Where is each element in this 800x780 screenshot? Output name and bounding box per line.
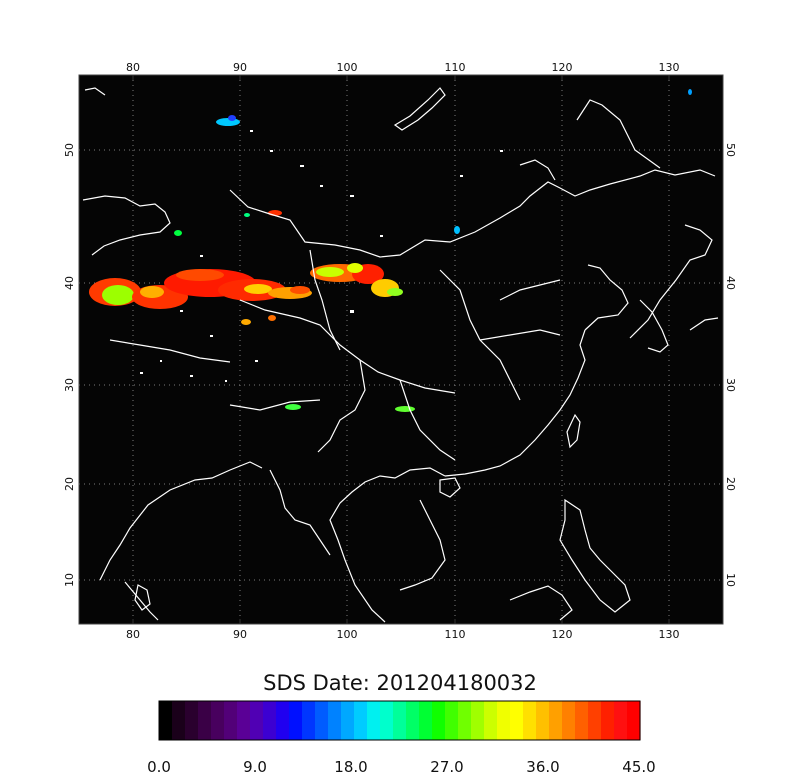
colorbar-swatch xyxy=(341,701,355,740)
colorbar-swatch xyxy=(302,701,316,740)
colorbar-swatch xyxy=(250,701,264,740)
colorbar-swatch xyxy=(484,701,498,740)
colorbar-label: 27.0 xyxy=(430,758,463,776)
colorbar-label: 9.0 xyxy=(243,758,267,776)
colorbar-swatch xyxy=(562,701,576,740)
lat-tick-left: 30 xyxy=(63,378,76,392)
colorbar-swatch xyxy=(198,701,212,740)
colorbar-swatch xyxy=(276,701,290,740)
colorbar-swatch xyxy=(445,701,459,740)
lon-tick-top: 120 xyxy=(552,61,573,74)
lon-tick-top: 80 xyxy=(126,61,140,74)
map-title: SDS Date: 201204180032 xyxy=(263,671,537,695)
colorbar-swatch xyxy=(224,701,238,740)
colorbar-swatch xyxy=(289,701,303,740)
colorbar-swatch xyxy=(263,701,277,740)
lon-tick-top: 90 xyxy=(233,61,247,74)
colorbar-swatch xyxy=(419,701,433,740)
colorbar-swatch xyxy=(393,701,407,740)
colorbar-swatch xyxy=(432,701,446,740)
colorbar-swatch xyxy=(237,701,251,740)
lat-tick-right: 40 xyxy=(724,276,737,290)
map-frame xyxy=(78,74,724,625)
colorbar-swatch xyxy=(588,701,602,740)
colorbar-swatch xyxy=(523,701,537,740)
colorbar-swatch xyxy=(406,701,420,740)
colorbar-swatch xyxy=(172,701,186,740)
colorbar-label: 18.0 xyxy=(334,758,367,776)
lakes xyxy=(140,130,503,382)
colorbar-swatch xyxy=(536,701,550,740)
colorbar-swatch xyxy=(315,701,329,740)
lon-tick-bottom: 100 xyxy=(337,628,358,641)
colorbar-swatch xyxy=(510,701,524,740)
coastlines-borders xyxy=(82,87,719,623)
colorbar-swatch xyxy=(575,701,589,740)
colorbar-label: 0.0 xyxy=(147,758,171,776)
colorbar-swatch xyxy=(549,701,563,740)
colorbar-swatch xyxy=(185,701,199,740)
lon-tick-top: 110 xyxy=(445,61,466,74)
lon-tick-bottom: 130 xyxy=(659,628,680,641)
colorbar-swatch xyxy=(614,701,628,740)
colorbar-swatch xyxy=(159,701,173,740)
colorbar-swatch xyxy=(367,701,381,740)
colorbar-label: 36.0 xyxy=(526,758,559,776)
lat-tick-right: 30 xyxy=(724,378,737,392)
lat-tick-left: 10 xyxy=(63,573,76,587)
lat-tick-left: 50 xyxy=(63,143,76,157)
axis-ticks xyxy=(132,75,670,624)
lon-tick-bottom: 120 xyxy=(552,628,573,641)
lon-tick-bottom: 80 xyxy=(126,628,140,641)
lat-tick-left: 20 xyxy=(63,477,76,491)
lat-tick-left: 40 xyxy=(63,276,76,290)
dust-plume xyxy=(89,89,692,412)
map-background xyxy=(79,75,723,624)
colorbar-swatch xyxy=(497,701,511,740)
colorbar-swatch xyxy=(458,701,472,740)
colorbar-swatch xyxy=(328,701,342,740)
colorbar-swatch xyxy=(601,701,615,740)
colorbar-swatch xyxy=(380,701,394,740)
lat-tick-right: 50 xyxy=(724,143,737,157)
lat-tick-right: 10 xyxy=(724,573,737,587)
lon-tick-bottom: 110 xyxy=(445,628,466,641)
colorbar-swatch xyxy=(354,701,368,740)
lon-tick-bottom: 90 xyxy=(233,628,247,641)
colorbar xyxy=(159,701,641,740)
colorbar-swatch xyxy=(471,701,485,740)
lon-tick-top: 130 xyxy=(659,61,680,74)
lon-tick-top: 100 xyxy=(337,61,358,74)
colorbar-swatch xyxy=(627,701,641,740)
colorbar-swatch xyxy=(211,701,225,740)
lat-tick-right: 20 xyxy=(724,477,737,491)
colorbar-frame xyxy=(158,700,641,741)
colorbar-label: 45.0 xyxy=(622,758,655,776)
